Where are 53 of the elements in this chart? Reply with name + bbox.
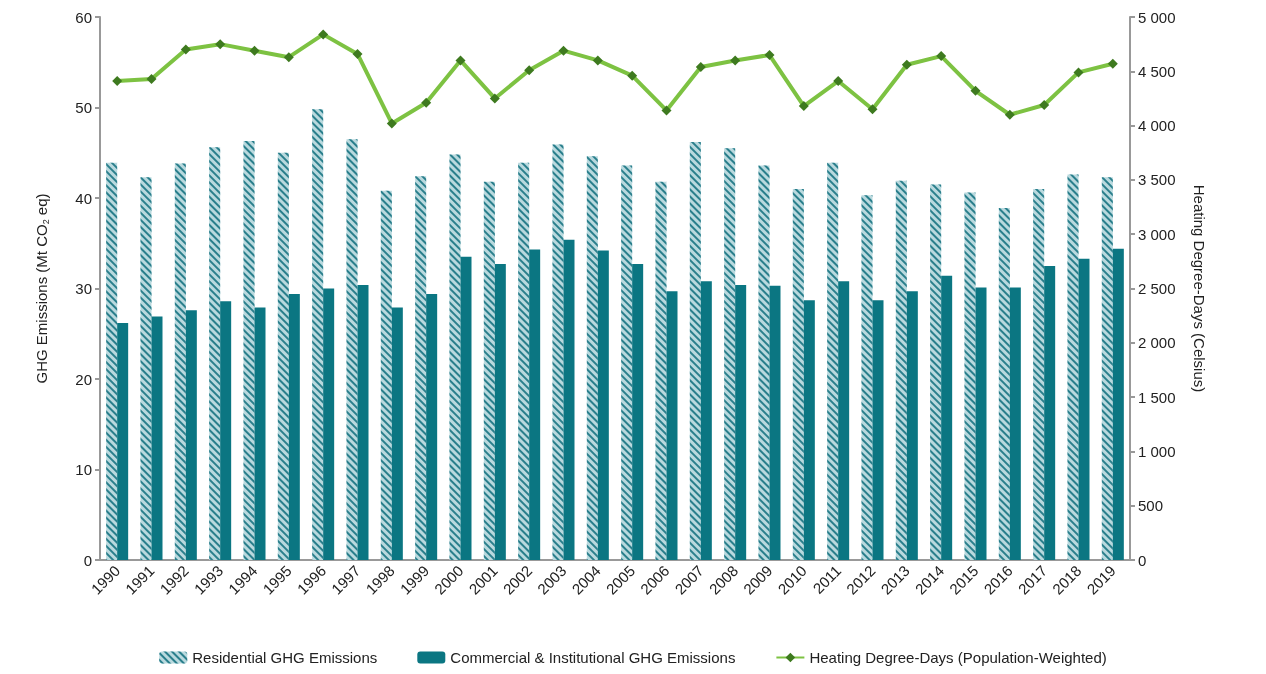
y2-axis-title: Heating Degree-Days (Celsius) (1191, 184, 1208, 393)
y2-tick-label: 4 000 (1138, 117, 1176, 135)
y2-tick-label: 2 000 (1138, 334, 1176, 352)
bar (288, 293, 300, 560)
bar (391, 307, 403, 560)
legend-label: Commercial & Institutional GHG Emissions (450, 649, 736, 666)
bar (323, 288, 335, 560)
y-tick-label: 20 (75, 370, 92, 388)
y-tick-label: 30 (75, 280, 92, 297)
legend-label: Residential GHG Emissions (192, 649, 378, 666)
bar (838, 281, 850, 560)
y-tick-label: 50 (75, 99, 92, 116)
y2-tick-label: 1 500 (1138, 388, 1176, 406)
y-tick-label: 40 (75, 189, 92, 207)
bar (941, 275, 953, 560)
bar (529, 249, 541, 560)
bar (632, 264, 644, 560)
y2-tick-label: 5 000 (1138, 8, 1176, 26)
y-axis-title: GHG Emissions (Mt CO2 eq) (33, 193, 51, 384)
y2-tick-label: 500 (1138, 497, 1164, 515)
bar (666, 291, 678, 560)
bar (151, 316, 163, 560)
bar (735, 284, 747, 560)
y2-tick-label: 3 000 (1138, 225, 1176, 243)
y2-tick-label: 3 500 (1138, 171, 1176, 189)
bar (906, 291, 918, 560)
legend-label: Heating Degree-Days (Population-Weighted) (809, 649, 1107, 666)
bar (1112, 248, 1124, 560)
bar (185, 310, 197, 560)
bar (769, 285, 781, 560)
y2-tick-label: 2 500 (1138, 280, 1176, 297)
bar (494, 264, 506, 560)
bar (220, 301, 232, 560)
bar (1009, 287, 1021, 560)
bar (117, 322, 129, 560)
bar (872, 300, 884, 560)
y-tick-label: 0 (83, 551, 92, 569)
y2-tick-label: 1 000 (1138, 442, 1176, 460)
bar (1044, 265, 1056, 560)
bar (254, 307, 266, 560)
bar (563, 239, 575, 560)
bar (803, 300, 815, 560)
y-tick-label: 10 (75, 461, 92, 478)
y2-tick-label: 0 (1138, 551, 1147, 569)
bar (357, 284, 369, 560)
bar (700, 281, 712, 560)
bar (597, 250, 609, 560)
bar (1078, 258, 1090, 560)
y2-tick-label: 4 500 (1138, 62, 1176, 80)
bar (426, 293, 438, 560)
bar (975, 287, 987, 560)
y-tick-label: 60 (75, 8, 92, 26)
bar (460, 256, 472, 560)
